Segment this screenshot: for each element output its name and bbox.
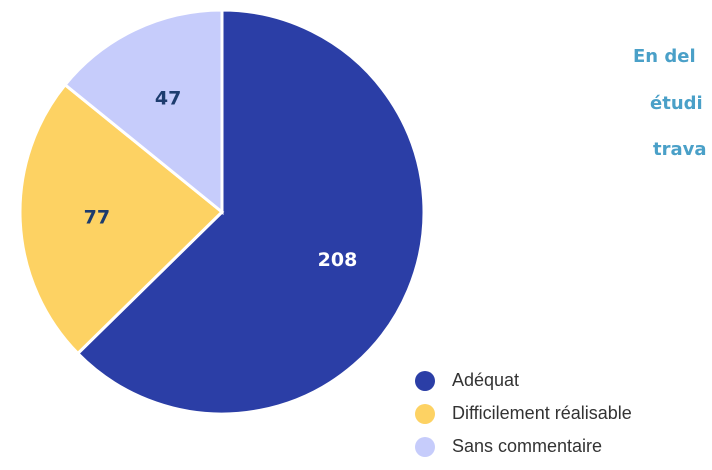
legend-swatch [415, 371, 435, 391]
legend-label: Difficilement réalisable [452, 403, 632, 423]
data-label: 208 [318, 249, 358, 271]
pie-slice [18, 82, 225, 356]
side-text: trava [653, 139, 707, 160]
data-label: 47 [155, 87, 181, 109]
pie-slice [75, 8, 426, 416]
side-text: étudi [650, 93, 703, 114]
legend-swatch [415, 437, 435, 457]
side-text: En del [633, 46, 696, 67]
data-label: 77 [84, 206, 110, 228]
pie-slice [62, 8, 224, 216]
legend-swatch [415, 404, 435, 424]
legend-label: Sans commentaire [452, 436, 602, 456]
legend-label: Adéquat [452, 370, 519, 390]
